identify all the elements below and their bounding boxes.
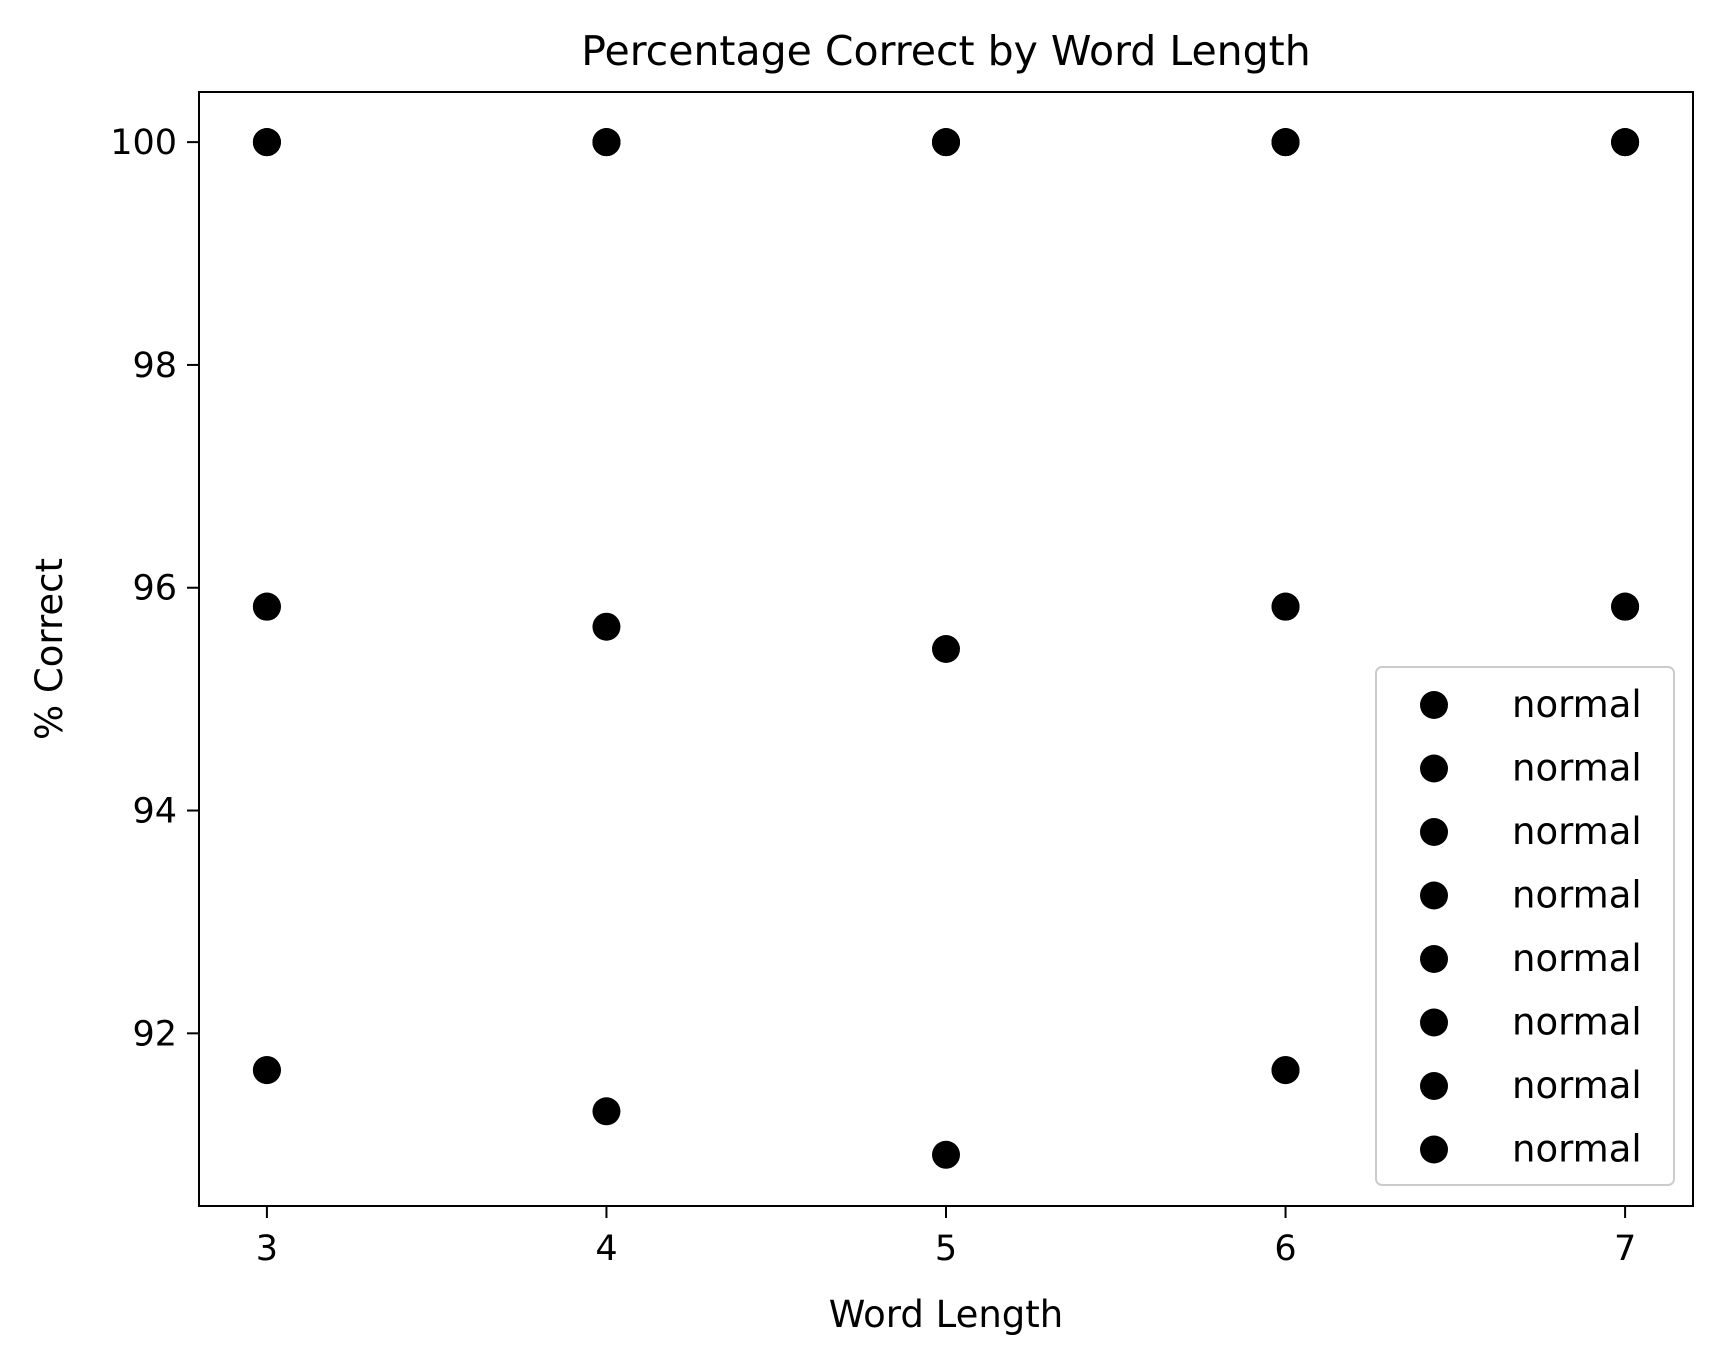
y-tick-label: 92 <box>132 1014 177 1054</box>
chart-title: Percentage Correct by Word Length <box>581 27 1311 75</box>
legend-label: normal <box>1512 1128 1642 1171</box>
plot-area: 3 4 5 6 7 92 94 96 98 100 <box>110 91 1694 1269</box>
legend-frame <box>1375 666 1675 1186</box>
x-axis-label: Word Length <box>829 1293 1063 1336</box>
legend-marker <box>1420 818 1448 846</box>
legend-label: normal <box>1512 747 1642 790</box>
legend-label: normal <box>1512 874 1642 917</box>
legend-label: normal <box>1512 1001 1642 1044</box>
x-tick-label: 6 <box>1274 1229 1296 1269</box>
legend-label: normal <box>1512 683 1642 726</box>
legend-marker <box>1420 1072 1448 1100</box>
data-point <box>252 128 281 157</box>
x-tick-label: 7 <box>1614 1229 1636 1269</box>
y-axis: 92 94 96 98 100 <box>110 123 199 1054</box>
data-point <box>932 635 960 663</box>
legend-marker <box>1420 881 1448 910</box>
x-tick-label: 4 <box>595 1229 617 1269</box>
data-point <box>1271 1056 1300 1085</box>
data-point <box>1611 128 1640 157</box>
legend-label: normal <box>1512 810 1642 853</box>
y-tick-label: 96 <box>132 569 177 609</box>
data-point <box>592 1097 621 1126</box>
data-point <box>252 1056 281 1085</box>
legend-marker <box>1420 945 1448 973</box>
data-point <box>1611 592 1640 621</box>
data-point <box>1271 592 1300 621</box>
legend-marker <box>1420 1135 1448 1164</box>
data-point <box>592 128 621 157</box>
y-axis-label: % Correct <box>28 558 71 740</box>
legend-marker <box>1420 691 1448 719</box>
data-point <box>1271 128 1300 157</box>
legend: normal normal normal normal normal normal norm… <box>1375 666 1675 1186</box>
legend-label: normal <box>1512 937 1642 980</box>
legend-label: normal <box>1512 1064 1642 1107</box>
legend-marker <box>1420 1008 1448 1037</box>
y-tick-label: 98 <box>132 346 177 386</box>
data-point <box>932 128 960 157</box>
data-point <box>592 612 621 641</box>
y-tick-label: 100 <box>110 123 177 163</box>
x-axis: 3 4 5 6 7 <box>256 1206 1636 1269</box>
data-points <box>252 128 1640 1169</box>
y-tick-label: 94 <box>132 792 177 832</box>
x-tick-label: 5 <box>935 1229 957 1269</box>
x-tick-label: 3 <box>256 1229 278 1269</box>
legend-marker <box>1420 754 1448 783</box>
data-point <box>932 1140 960 1169</box>
data-point <box>252 592 281 621</box>
